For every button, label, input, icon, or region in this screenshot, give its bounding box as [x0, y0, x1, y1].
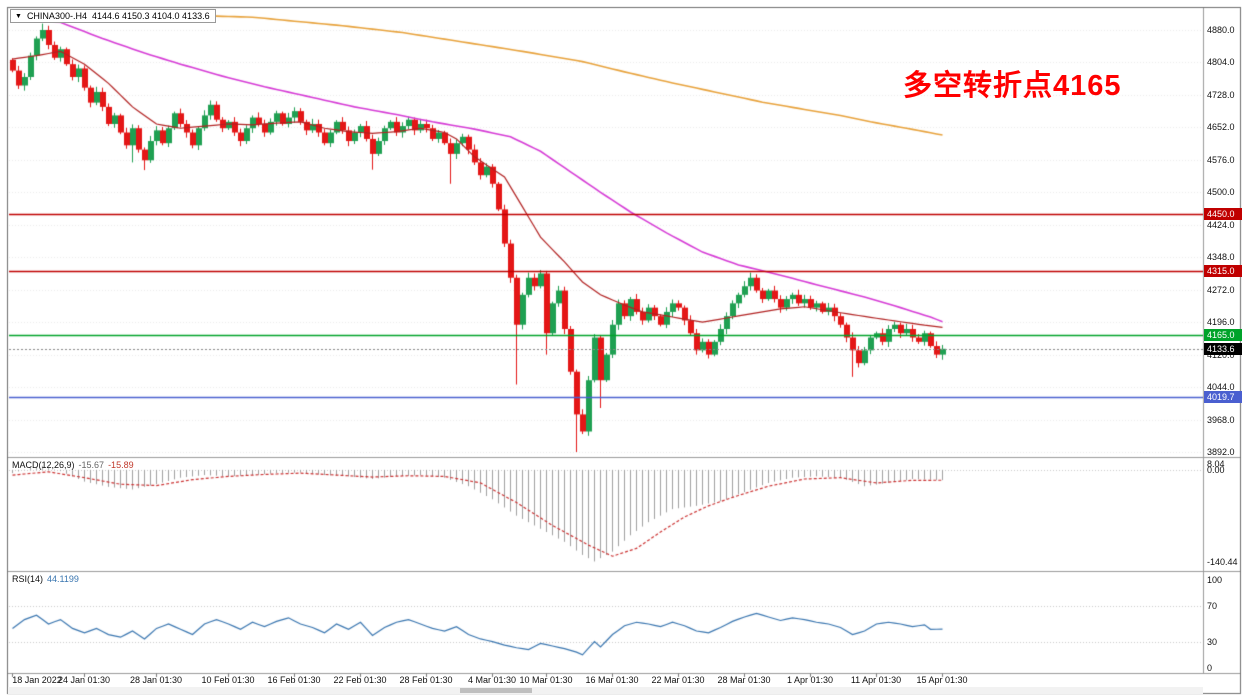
time-axis-label: 24 Jan 01:30 [57, 675, 111, 685]
current-price-badge: 4133.6 [1204, 343, 1242, 355]
symbol-label: CHINA300-.H4 [26, 11, 87, 21]
price-line-badge: 4315.0 [1204, 265, 1242, 277]
price-axis-label: 4576.0 [1207, 155, 1235, 165]
price-line-badge: 4165.0 [1204, 329, 1242, 341]
horizontal-scrollbar-thumb[interactable] [460, 688, 532, 693]
rsi-axis-label: 100 [1207, 575, 1223, 585]
rsi-value: 44.1199 [47, 574, 79, 584]
price-axis-label: 4804.0 [1207, 57, 1235, 67]
rsi-axis-label: 70 [1207, 601, 1218, 611]
time-axis-label: 16 Feb 01:30 [267, 675, 321, 685]
price-axis-label: 3968.0 [1207, 415, 1235, 425]
price-line-badge: 4450.0 [1204, 208, 1242, 220]
rsi-name: RSI(14) [12, 574, 44, 584]
symbol-dropdown-icon[interactable]: ▼ [15, 12, 22, 20]
rsi-axis-label: 30 [1207, 637, 1218, 647]
macd-axis-label: 0.00 [1207, 465, 1225, 475]
time-axis-label: 28 Jan 01:30 [129, 675, 183, 685]
macd-axis-label: -140.44 [1207, 557, 1238, 567]
price-axis-label: 4044.0 [1207, 382, 1235, 392]
price-axis-label: 4348.0 [1207, 252, 1235, 262]
price-axis-label: 4880.0 [1207, 25, 1235, 35]
rsi-axis-label: 0 [1207, 663, 1213, 673]
macd-indicator-label: MACD(12,26,9) -15.67 -15.89 [12, 460, 138, 470]
symbol-ohlc-box[interactable]: ▼ CHINA300-.H4 4144.6 4150.3 4104.0 4133… [10, 9, 216, 23]
time-axis-label: 10 Feb 01:30 [201, 675, 255, 685]
price-axis-label: 3892.0 [1207, 447, 1235, 457]
time-axis-label: 18 Jan 2022 [12, 675, 62, 685]
price-axis-label: 4424.0 [1207, 220, 1235, 230]
price-axis-label: 4500.0 [1207, 187, 1235, 197]
time-axis-label: 1 Apr 01:30 [786, 675, 834, 685]
time-axis-label: 11 Apr 01:30 [850, 675, 902, 685]
time-axis-label: 22 Feb 01:30 [333, 675, 387, 685]
time-axis-label: 22 Mar 01:30 [651, 675, 705, 685]
macd-main-value: -15.67 [78, 460, 105, 470]
rsi-indicator-label: RSI(14) 44.1199 [12, 574, 83, 584]
time-axis-label: 28 Mar 01:30 [717, 675, 771, 685]
time-axis-label: 28 Feb 01:30 [399, 675, 453, 685]
time-axis-label: 16 Mar 01:30 [585, 675, 639, 685]
time-axis-label: 15 Apr 01:30 [916, 675, 968, 685]
price-axis-label: 4272.0 [1207, 285, 1235, 295]
price-line-badge: 4019.7 [1204, 391, 1242, 403]
price-axis-label: 4120.0 [1207, 350, 1235, 360]
macd-signal-value: -15.89 [108, 460, 134, 470]
symbol-ohlc-values: 4144.6 4150.3 4104.0 4133.6 [91, 11, 210, 21]
horizontal-scrollbar-track[interactable] [8, 687, 1203, 694]
price-axis-label: 4652.0 [1207, 122, 1235, 132]
time-axis-label: 10 Mar 01:30 [519, 675, 573, 685]
time-axis-label: 4 Mar 01:30 [467, 675, 517, 685]
price-axis-label: 4728.0 [1207, 90, 1235, 100]
macd-name: MACD(12,26,9) [12, 460, 75, 470]
annotation-text: 多空转折点4165 [903, 70, 1122, 102]
price-axis-label: 4196.0 [1207, 317, 1235, 327]
macd-axis-label: 8.04 [1207, 459, 1225, 469]
